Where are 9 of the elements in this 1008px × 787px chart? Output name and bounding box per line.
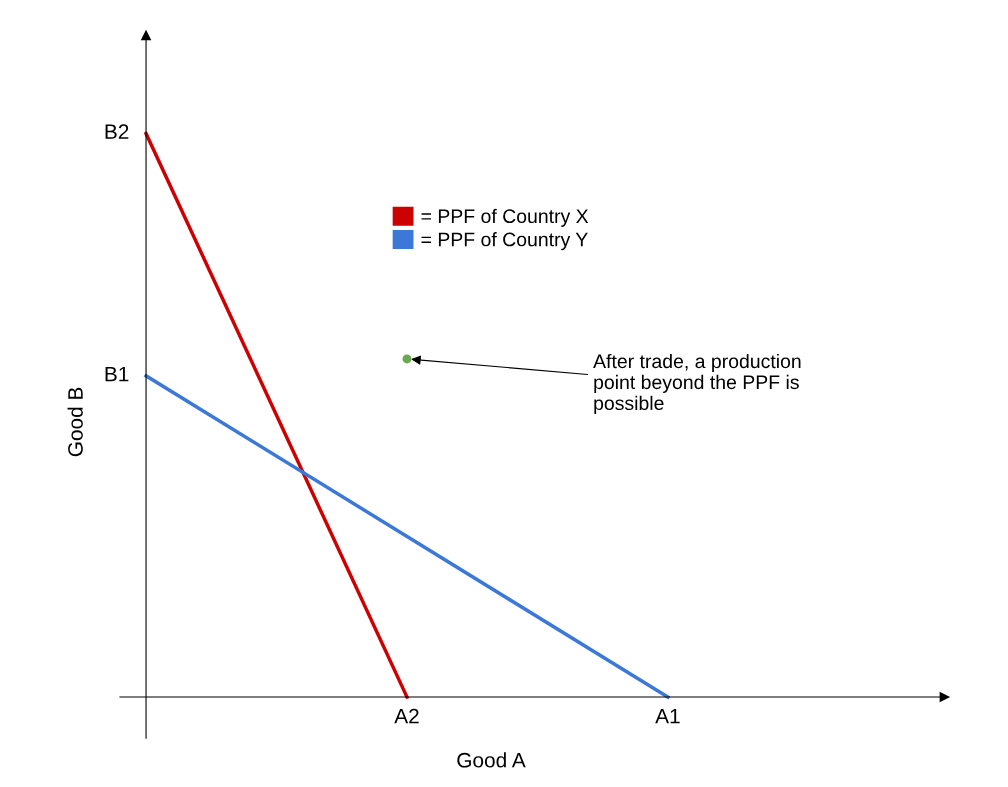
annotation: B2 [105, 124, 129, 139]
annotation: B1 [105, 366, 129, 382]
x-tick-label: A2 [394, 708, 419, 724]
annotation: After trade, a production point beyond the PPF is possible [593, 353, 801, 414]
x-tick-label: A1 [655, 708, 680, 724]
legend-label: = PPF of Country Y [421, 232, 588, 251]
y-axis-title: Good B [67, 387, 83, 457]
legend-label: = PPF of Country X [421, 208, 589, 227]
x-axis-title: Good A [457, 752, 526, 768]
